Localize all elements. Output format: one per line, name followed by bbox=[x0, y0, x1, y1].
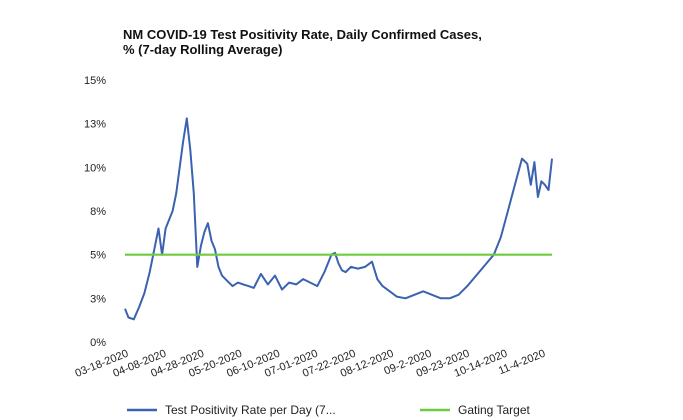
plot-area bbox=[124, 117, 553, 321]
legend-label-positivity: Test Positivity Rate per Day (7... bbox=[165, 403, 336, 417]
legend-label-gating-target: Gating Target bbox=[458, 403, 530, 417]
y-tick-label: 15% bbox=[84, 75, 106, 87]
y-tick-label: 3% bbox=[90, 293, 106, 305]
series-line-positivity bbox=[124, 117, 553, 321]
y-tick-label: 10% bbox=[84, 162, 106, 174]
y-tick-label: 8% bbox=[90, 206, 106, 218]
chart-subtitle: % (7-day Rolling Average) bbox=[123, 42, 282, 57]
y-tick-label: 13% bbox=[84, 119, 106, 131]
legend: Test Positivity Rate per Day (7... Gating… bbox=[127, 403, 530, 417]
y-tick-label: 5% bbox=[90, 250, 106, 262]
chart-title: NM COVID-19 Test Positivity Rate, Daily … bbox=[123, 27, 482, 42]
y-axis: 0% 3% 5% 8% 10% 13% 15% bbox=[84, 75, 106, 349]
y-tick-label: 0% bbox=[90, 337, 106, 349]
x-axis: 03-18-202004-08-202004-28-202005-20-2020… bbox=[73, 348, 547, 380]
